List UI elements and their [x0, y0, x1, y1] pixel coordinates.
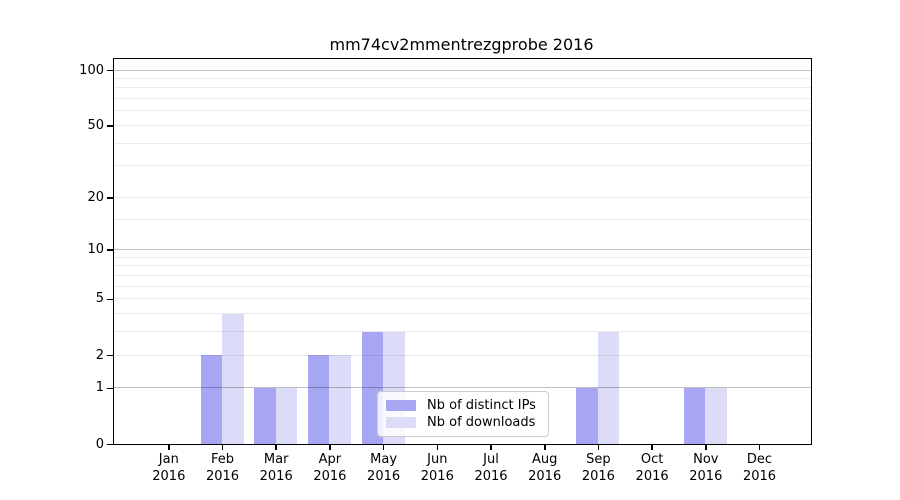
gridline-minor-90: [114, 77, 811, 79]
y-tick-label-50: 50: [87, 117, 104, 133]
gridline-minor-20: [114, 196, 811, 198]
x-tick-aug: [544, 444, 546, 450]
y-tick-20: [107, 197, 113, 199]
bar-downloads-sep: [597, 331, 620, 444]
bar-downloads-nov: [705, 387, 727, 444]
x-tick-label-nov: Nov 2016: [689, 452, 723, 484]
y-tick-label-1: 1: [95, 380, 104, 396]
x-tick-apr: [329, 444, 331, 450]
gridline-minor-7: [114, 275, 811, 276]
bar-downloads-feb: [222, 313, 244, 444]
x-tick-nov: [705, 444, 707, 450]
x-tick-dec: [758, 444, 761, 450]
y-tick-label-0: 0: [95, 436, 104, 452]
bar-distinct-ips-apr: [307, 355, 330, 444]
bar-distinct-ips-sep: [576, 387, 598, 444]
x-tick-mar: [275, 444, 277, 450]
y-tick-100: [107, 69, 113, 72]
bar-distinct-ips-nov: [683, 387, 706, 444]
x-tick-label-mar: Mar 2016: [259, 452, 293, 484]
y-tick-5: [107, 298, 113, 300]
x-tick-oct: [651, 444, 653, 450]
gridline-minor-8: [114, 265, 811, 267]
y-tick-label-2: 2: [95, 347, 104, 363]
legend-swatch-distinct-ips: [386, 400, 416, 411]
y-tick-0: [107, 443, 113, 446]
gridline-minor-5: [114, 298, 811, 300]
chart-title: mm74cv2mmentrezgprobe 2016: [329, 35, 594, 54]
gridline-minor-9: [114, 256, 811, 258]
legend-swatch-downloads: [386, 417, 416, 428]
gridline-minor-4: [114, 313, 811, 315]
x-tick-label-feb: Feb 2016: [205, 452, 240, 484]
x-tick-label-apr: Apr 2016: [313, 452, 347, 484]
bar-downloads-apr: [329, 355, 351, 444]
legend-label: Nb of downloads: [427, 415, 536, 430]
y-tick-label-5: 5: [95, 291, 104, 307]
y-tick-2: [107, 354, 113, 357]
y-tick-label-10: 10: [87, 242, 104, 258]
x-tick-label-oct: Oct 2016: [635, 452, 669, 484]
legend-item-distinct-ips: Nb of distinct IPs: [386, 398, 540, 413]
legend: Nb of distinct IPs Nb of downloads: [377, 391, 549, 437]
x-tick-may: [382, 444, 385, 450]
gridline-minor-2: [114, 354, 811, 356]
x-tick-label-sep: Sep 2016: [581, 452, 615, 484]
gridline-minor-70: [114, 98, 811, 100]
x-tick-label-jul: Jul 2016: [474, 452, 508, 484]
y-tick-label-20: 20: [87, 189, 104, 205]
x-tick-jan: [168, 444, 170, 450]
y-tick-label-100: 100: [79, 62, 104, 78]
y-tick-50: [107, 125, 113, 127]
gridline-minor-30: [114, 165, 811, 167]
x-tick-label-may: May 2016: [367, 452, 401, 484]
y-tick-10: [107, 249, 113, 251]
legend-label: Nb of distinct IPs: [427, 398, 536, 413]
gridline-minor-40: [114, 142, 811, 144]
x-tick-label-dec: Dec 2016: [742, 452, 777, 484]
gridline-major-100: [114, 69, 811, 71]
gridline-major-10: [114, 249, 811, 251]
legend-item-downloads: Nb of downloads: [386, 415, 540, 430]
bar-distinct-ips-mar: [254, 387, 276, 444]
x-tick-jul: [490, 444, 492, 450]
plot-canvas: [114, 59, 811, 444]
gridline-minor-60: [114, 110, 811, 112]
bar-downloads-mar: [275, 387, 298, 444]
bar-distinct-ips-feb: [200, 355, 222, 444]
x-tick-label-jun: Jun 2016: [420, 452, 454, 484]
gridline-minor-6: [114, 285, 811, 287]
plot-area: [113, 58, 812, 445]
x-tick-sep: [597, 444, 600, 450]
gridline-major-1: [114, 387, 811, 389]
gridline-minor-50: [114, 124, 811, 126]
x-tick-jun: [436, 444, 439, 450]
x-tick-label-jan: Jan 2016: [152, 452, 186, 484]
gridline-minor-15: [114, 218, 811, 220]
gridline-minor-3: [114, 331, 811, 333]
x-tick-feb: [221, 444, 224, 450]
y-tick-1: [107, 387, 113, 390]
gridline-minor-80: [114, 87, 811, 89]
x-tick-label-aug: Aug 2016: [528, 452, 562, 484]
